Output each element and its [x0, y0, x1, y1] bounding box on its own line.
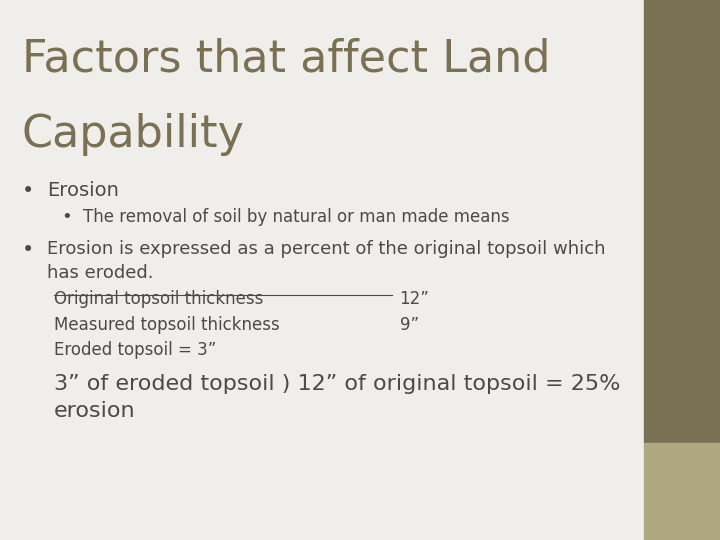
Text: 9”: 9” [400, 316, 419, 334]
Bar [644, 0, 720, 443]
Text: Capability: Capability [22, 113, 245, 157]
Text: The removal of soil by natural or man made means: The removal of soil by natural or man ma… [83, 208, 510, 226]
Text: Original topsoil thickness: Original topsoil thickness [54, 290, 264, 308]
Text: Erosion: Erosion [47, 181, 119, 200]
Text: •: • [61, 208, 72, 226]
Text: erosion: erosion [54, 401, 135, 421]
Text: Factors that affect Land: Factors that affect Land [22, 38, 550, 81]
Text: Erosion is expressed as a percent of the original topsoil which: Erosion is expressed as a percent of the… [47, 240, 606, 258]
Text: •: • [22, 181, 34, 201]
Bar [644, 443, 720, 540]
Text: Eroded topsoil = 3”: Eroded topsoil = 3” [54, 341, 217, 359]
Text: Measured topsoil thickness: Measured topsoil thickness [54, 316, 280, 334]
Text: 3” of eroded topsoil ) 12” of original topsoil = 25%: 3” of eroded topsoil ) 12” of original t… [54, 374, 621, 394]
Text: 12”: 12” [400, 290, 429, 308]
Text: has eroded.: has eroded. [47, 264, 153, 281]
Text: •: • [22, 240, 34, 260]
